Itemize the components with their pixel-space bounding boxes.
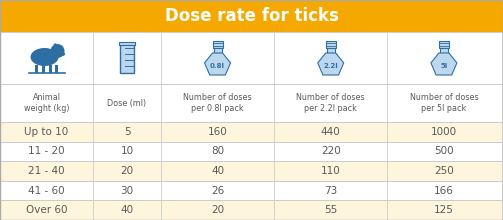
Text: 160: 160 <box>208 127 227 137</box>
Bar <box>35 65 38 73</box>
Bar <box>120 43 134 73</box>
Text: Animal
weight (kg): Animal weight (kg) <box>24 93 69 113</box>
Bar <box>0 84 503 122</box>
Text: 166: 166 <box>434 186 454 196</box>
Polygon shape <box>431 53 457 75</box>
Text: 110: 110 <box>321 166 341 176</box>
Text: 80: 80 <box>211 146 224 156</box>
Text: 500: 500 <box>434 146 454 156</box>
Polygon shape <box>318 53 344 75</box>
Text: 41 - 60: 41 - 60 <box>28 186 65 196</box>
Text: 0.8l: 0.8l <box>210 63 225 69</box>
Text: 21 - 40: 21 - 40 <box>28 166 65 176</box>
Circle shape <box>50 44 64 58</box>
Text: 40: 40 <box>211 166 224 176</box>
Text: 10: 10 <box>120 146 134 156</box>
Text: Number of doses
per 5l pack: Number of doses per 5l pack <box>409 93 478 113</box>
Text: 125: 125 <box>434 205 454 215</box>
Bar <box>439 41 449 48</box>
Bar <box>119 42 135 45</box>
Text: 5: 5 <box>124 127 130 137</box>
Bar <box>327 48 334 53</box>
Text: 30: 30 <box>120 186 134 196</box>
Bar <box>0 142 503 161</box>
Text: Dose (ml): Dose (ml) <box>108 99 146 108</box>
Bar <box>440 48 448 53</box>
Ellipse shape <box>60 52 65 56</box>
Polygon shape <box>205 53 230 75</box>
Text: 220: 220 <box>321 146 341 156</box>
Text: 73: 73 <box>324 186 338 196</box>
Bar <box>326 41 336 48</box>
Text: 2.2l: 2.2l <box>323 63 338 69</box>
Bar <box>0 181 503 200</box>
Text: Up to 10: Up to 10 <box>25 127 68 137</box>
Text: 440: 440 <box>321 127 341 137</box>
Bar <box>213 41 222 48</box>
Text: 5l: 5l <box>440 63 448 69</box>
Text: 20: 20 <box>120 166 134 176</box>
Bar <box>214 48 221 53</box>
Bar <box>0 122 503 142</box>
Bar <box>55 65 58 73</box>
Ellipse shape <box>54 43 57 47</box>
Text: 20: 20 <box>211 205 224 215</box>
Text: 250: 250 <box>434 166 454 176</box>
Text: 11 - 20: 11 - 20 <box>28 146 65 156</box>
Bar <box>49 65 52 73</box>
Text: Number of doses
per 2.2l pack: Number of doses per 2.2l pack <box>296 93 365 113</box>
Text: Number of doses
per 0.8l pack: Number of doses per 0.8l pack <box>183 93 252 113</box>
Bar <box>0 161 503 181</box>
Bar <box>0 200 503 220</box>
Text: 26: 26 <box>211 186 224 196</box>
Text: 55: 55 <box>324 205 338 215</box>
Ellipse shape <box>31 48 58 66</box>
Text: 40: 40 <box>120 205 134 215</box>
Text: 1000: 1000 <box>431 127 457 137</box>
Bar <box>42 65 45 73</box>
Bar <box>0 0 503 32</box>
Text: Dose rate for ticks: Dose rate for ticks <box>164 7 339 25</box>
Text: Over 60: Over 60 <box>26 205 67 215</box>
Bar <box>0 32 503 84</box>
